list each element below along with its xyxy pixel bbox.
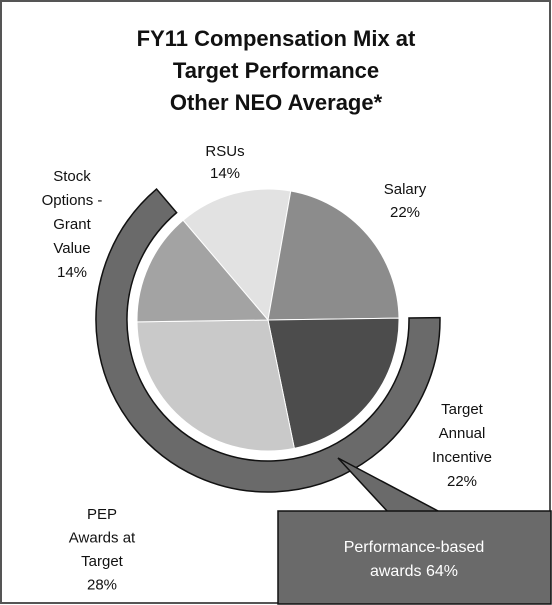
callout-label: Performance-based: [344, 539, 485, 556]
chart-title: Target Performance: [173, 58, 379, 83]
slice-label: Stock: [53, 168, 91, 185]
slice-value-label: 14%: [210, 165, 240, 182]
slice-label: PEP: [87, 506, 117, 523]
slice-label: Grant: [53, 216, 91, 233]
slice-label: Salary: [384, 181, 427, 198]
performance-band: [95, 187, 441, 493]
slice-value-label: 22%: [390, 204, 420, 221]
pie-slice: [267, 190, 400, 321]
pie-slice: [182, 188, 292, 322]
pie-slice: [136, 219, 270, 323]
slice-value-label: 28%: [87, 576, 117, 593]
slice-value-label: 14%: [57, 264, 87, 281]
callout-label: awards 64%: [370, 563, 458, 580]
slice-value-label: 22%: [447, 473, 477, 490]
slice-label: Target: [441, 401, 484, 418]
slice-label: Target: [81, 553, 124, 570]
slice-label: Annual: [439, 425, 486, 442]
slice-label: Value: [53, 240, 90, 257]
chart-title: Other NEO Average*: [170, 90, 383, 115]
chart-title: FY11 Compensation Mix at: [137, 26, 416, 51]
callout-box: [277, 510, 552, 605]
slice-label: RSUs: [205, 143, 244, 160]
slice-label: Incentive: [432, 449, 492, 466]
slice-label: Awards at: [69, 529, 136, 546]
slice-label: Options -: [42, 192, 103, 209]
pie-slice: [267, 317, 400, 449]
pie-slice: [136, 319, 295, 452]
